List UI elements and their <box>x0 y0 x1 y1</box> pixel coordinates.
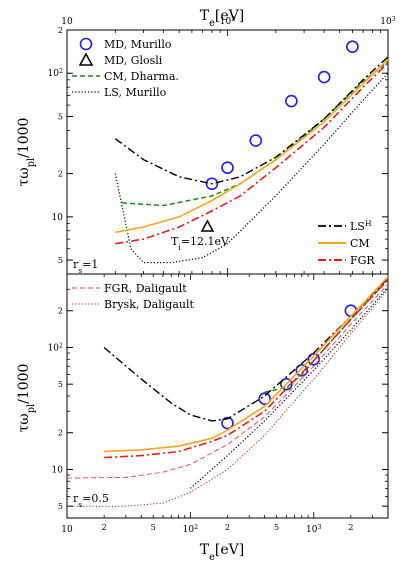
y-tick-label: 10 <box>52 213 64 223</box>
x-minor-tick-label: 5 <box>151 523 156 532</box>
y-tick-label: 2 <box>58 170 63 179</box>
y-tick-label: 2 <box>58 429 63 438</box>
series-line <box>104 279 389 459</box>
y-tick-label: 102 <box>48 68 63 80</box>
y-tick-label: 5 <box>58 256 63 265</box>
x-tick-label-top: 103 <box>380 16 395 28</box>
md-data-point <box>221 416 234 430</box>
md-data-point <box>221 161 234 174</box>
legend-label: MD, Glosli <box>104 54 163 67</box>
series-line <box>114 72 389 264</box>
x-minor-tick-label: 2 <box>102 523 107 532</box>
bottom-axis-title: Te[eV] <box>200 542 244 563</box>
legend-label: MD, Murillo <box>104 38 172 51</box>
series-line <box>114 56 389 185</box>
y-tick-label: 5 <box>58 112 63 121</box>
top-legend-bottomright: LSH CM FGR <box>318 219 375 267</box>
series-line <box>115 58 389 234</box>
x-tick-label: 10 <box>61 525 73 535</box>
y-tick-label: 2 <box>58 307 63 316</box>
legend-label: LSH <box>350 219 372 234</box>
top-legend-topleft: MD, Murillo MD, Glosli CM, Dharma. LS, Muri… <box>72 37 179 99</box>
bottom-y-axis-title: τωpl/1000 <box>16 364 37 433</box>
md-data-point <box>346 40 359 54</box>
y-tick-label: 5 <box>58 380 63 389</box>
md-data-point <box>285 94 298 108</box>
legend-label: Brysk, Daligault <box>104 298 194 311</box>
bottom-rs-annotation: rs=0.5 <box>73 492 109 509</box>
legend-label: FGR <box>350 254 375 267</box>
md-data-point <box>295 363 309 377</box>
x-tick-label: 102 <box>183 524 198 536</box>
top-rs-annotation: rs=1 <box>73 258 98 275</box>
x-tick-label: 103 <box>306 524 321 536</box>
series-line <box>104 276 389 453</box>
y-tick-label: 10 <box>52 465 64 475</box>
series-line <box>67 288 389 507</box>
series-line <box>103 277 389 422</box>
md-data-point <box>249 134 263 147</box>
series-line <box>121 61 389 207</box>
md-data-point <box>317 70 331 84</box>
legend-label: CM <box>350 237 370 250</box>
x-minor-tick-label: 5 <box>274 523 279 532</box>
x-tick-label-top: 102 <box>220 16 235 28</box>
y-tick-label: 102 <box>48 342 63 354</box>
x-minor-tick-label: 2 <box>348 523 353 532</box>
legend-label: FGR, Daligault <box>104 282 187 295</box>
legend-label: CM, Dharma. <box>104 70 179 83</box>
glosli-data-point <box>200 219 215 232</box>
x-minor-tick-label: 2 <box>225 523 230 532</box>
series-line <box>190 287 389 489</box>
top-panel-series <box>114 40 389 264</box>
top-ti-annotation: Ti=12.1eV <box>171 235 230 252</box>
legend-symbol <box>79 37 93 51</box>
md-data-point <box>258 392 271 406</box>
bottom-legend-topleft: FGR, Daligault Brysk, Daligault <box>72 282 194 311</box>
series-line <box>66 283 389 479</box>
md-data-point <box>205 177 219 191</box>
top-y-axis-title: τωpl/1000 <box>16 118 37 187</box>
bottom-panel-series <box>66 276 389 507</box>
y-tick-label: 5 <box>58 502 63 511</box>
y-tick-label: 2 <box>58 26 63 35</box>
legend-symbol <box>78 52 94 66</box>
x-tick-label-top: 10 <box>61 17 73 27</box>
legend-label: LS, Murillo <box>104 86 167 99</box>
series-line <box>115 62 389 245</box>
